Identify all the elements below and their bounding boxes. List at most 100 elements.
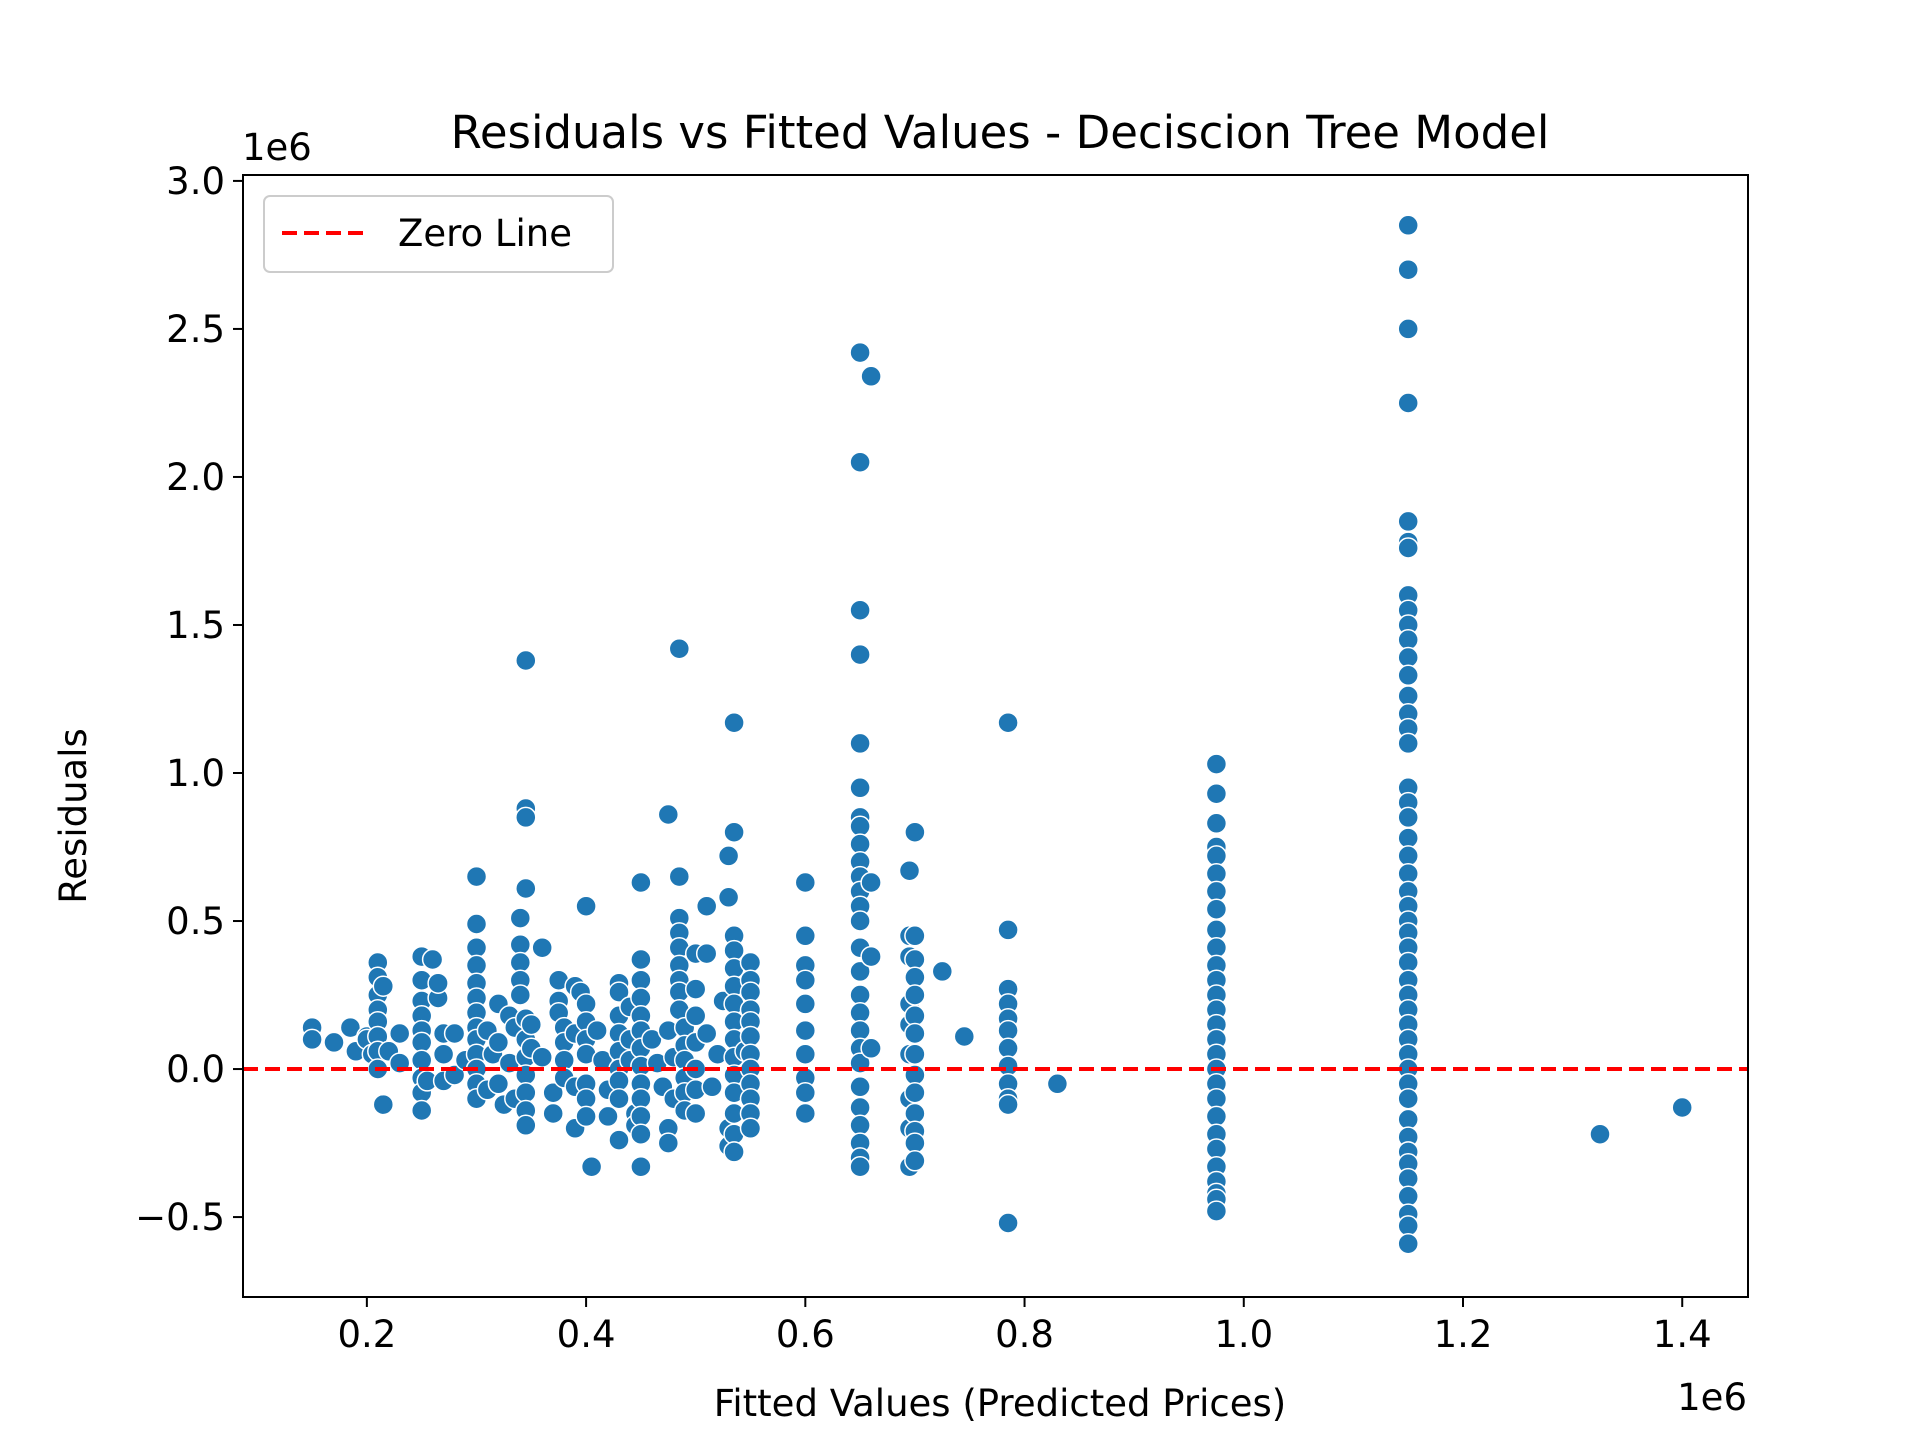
scatter-point [575,993,597,1015]
scatter-point [630,987,652,1009]
scatter-point [849,643,871,666]
scatter-point [427,972,449,994]
scatter-point [509,984,532,1006]
scatter-point [465,954,488,977]
scatter-point [1205,782,1228,805]
scatter-point [849,777,871,799]
scatter-point [723,711,745,734]
legend-box [263,195,614,273]
scatter-point [388,1022,411,1045]
scatter-point [849,910,871,932]
scatter-point [695,942,718,965]
y-offset-label: 1e6 [242,126,312,169]
scatter-point [904,984,926,1006]
scatter-point [1397,827,1419,849]
scatter-point [849,984,871,1006]
scatter-point [904,1022,926,1045]
scatter-point [542,1081,564,1104]
scatter-point [1205,1105,1228,1128]
scatter-point [1397,537,1419,559]
scatter-point [410,1099,433,1122]
scatter-point [684,978,707,1000]
x-axis-label: Fitted Values (Predicted Prices) [714,1382,1286,1425]
scatter-point [849,1076,871,1098]
scatter-point [794,1043,817,1065]
scatter-point [794,1102,817,1125]
scatter-point [465,865,488,888]
scatter-point [641,1028,663,1051]
scatter-point [997,1212,1019,1234]
scatter-point [575,895,597,917]
scatter-point [701,1076,723,1098]
scatter-point [515,649,537,672]
y-tick-label: 1.0 [166,752,225,795]
scatter-point [1397,392,1419,414]
scatter-point [1397,258,1419,281]
y-tick-label: 2.5 [166,308,225,351]
scatter-point [608,1129,630,1151]
scatter-point [1397,685,1419,707]
scatter-point [794,925,817,947]
y-tick-label: 3.0 [166,160,225,203]
scatter-point [339,1016,362,1039]
scatter-point [860,945,882,968]
scatter-point [794,1019,817,1042]
scatter-point [849,1114,871,1137]
scatter-point [717,845,740,867]
scatter-point [1205,753,1228,775]
x-tick-label: 0.8 [995,1313,1054,1356]
scatter-point [931,960,954,983]
scatter-point [443,1022,466,1045]
y-tick-label: 0.0 [166,1048,225,1091]
scatter-point [1397,806,1419,829]
x-tick-label: 1.2 [1434,1313,1493,1356]
scatter-point [1589,1123,1611,1145]
y-axis-label: Residuals [52,728,95,904]
scatter-point [515,1114,537,1137]
y-tick-label: −0.5 [135,1196,225,1239]
scatter-point [849,1096,871,1119]
x-tick-label: 0.6 [776,1313,835,1356]
scatter-point [531,936,553,959]
scatter-point [1205,845,1228,867]
scatter-point [630,1123,652,1145]
legend-label: Zero Line [398,212,572,255]
scatter-point [323,1031,345,1054]
scatter-point [668,637,691,660]
scatter-point [849,599,871,621]
scatter-point [717,886,740,909]
scatter-point [542,1102,564,1125]
scatter-point [904,1150,926,1172]
y-tick-label: 0.5 [166,900,225,943]
scatter-point [487,1031,510,1054]
legend: Zero Line [263,195,614,273]
scatter-point [515,1081,537,1104]
scatter-point [1397,1215,1419,1237]
scatter-point [849,815,871,838]
scatter-point [1397,732,1419,755]
scatter-point [904,925,926,947]
scatter-point [849,1155,871,1178]
scatter-point [695,895,718,917]
scatter-point [739,1117,762,1140]
scatter-point [695,1022,718,1045]
scatter-point [515,806,537,829]
scatter-point [410,1031,433,1054]
scatter-point [953,1025,976,1048]
scatter-point [520,1013,543,1036]
scatter-point [597,1105,619,1128]
scatter-point [794,993,817,1015]
scatter-point [575,1105,597,1128]
scatter-point [1046,1073,1069,1095]
scatter-point [432,1043,455,1065]
x-tick-label: 1.0 [1214,1313,1273,1356]
scatter-point [465,913,488,935]
scatter-point [849,341,871,364]
scatter-point [723,821,745,843]
x-tick-label: 1.4 [1653,1313,1712,1356]
y-ticks: −0.5 0.0 0.5 1.0 1.5 2.0 2.5 3.0 [135,160,243,1239]
scatter-point [657,1132,680,1154]
scatter-point [630,1155,652,1178]
scatter-point [684,1005,707,1027]
scatter-point [898,859,921,882]
